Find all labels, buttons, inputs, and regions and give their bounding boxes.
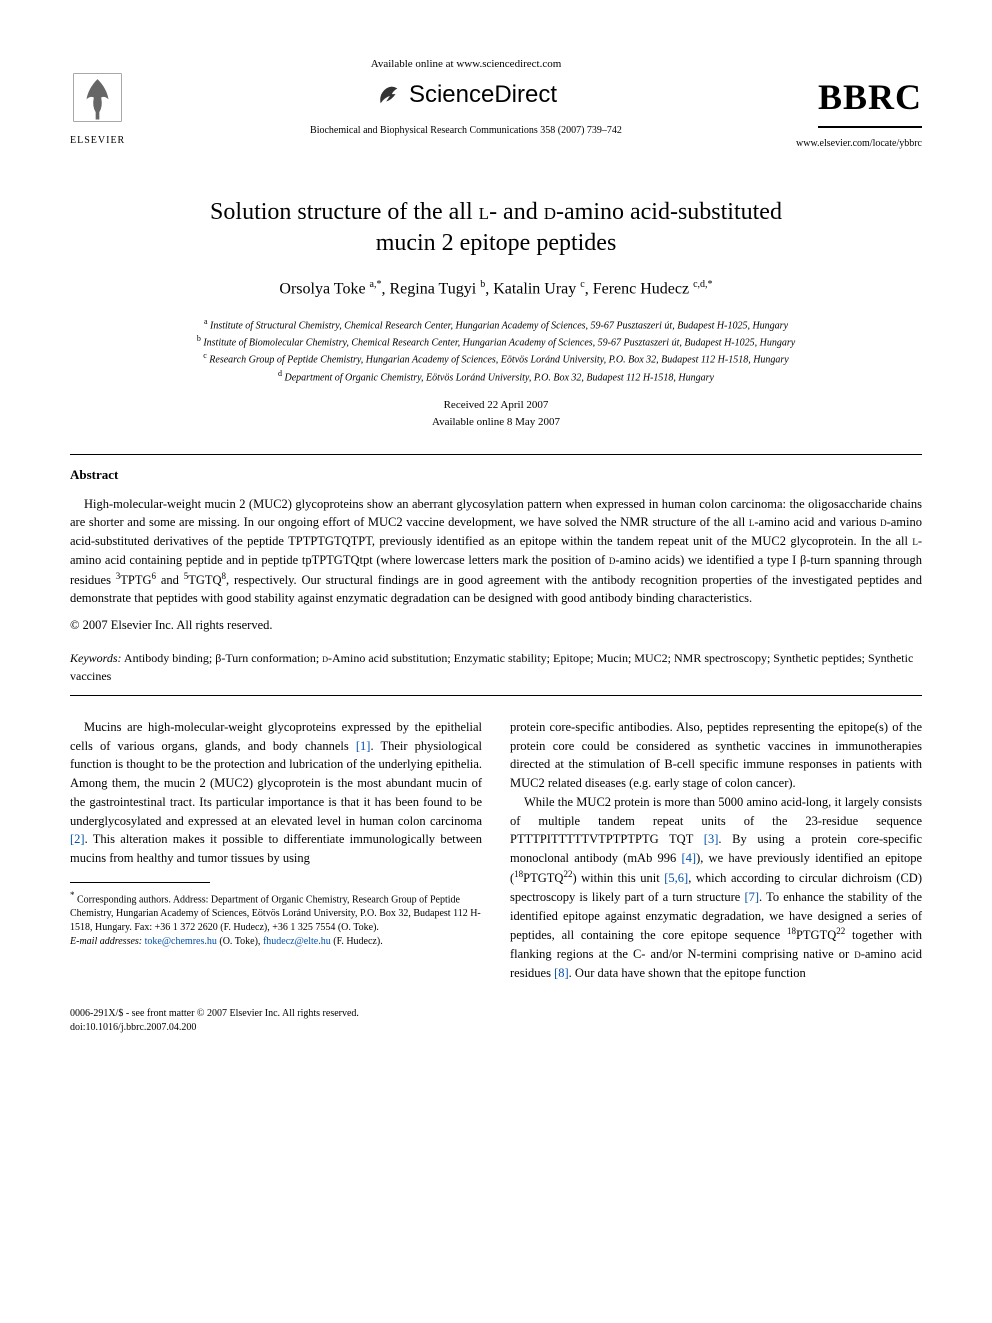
keywords: Keywords: Antibody binding; β-Turn confo… xyxy=(70,649,922,685)
elsevier-logo: ELSEVIER xyxy=(70,70,125,148)
rule-top xyxy=(70,454,922,455)
body-columns: Mucins are high-molecular-weight glycopr… xyxy=(70,718,922,983)
journal-citation: Biochemical and Biophysical Research Com… xyxy=(150,123,782,138)
author-2: Regina Tugyi xyxy=(390,281,477,298)
journal-url: www.elsevier.com/locate/ybbrc xyxy=(782,136,922,151)
publisher-logo-block: ELSEVIER xyxy=(70,50,150,148)
ref-7[interactable]: [7] xyxy=(744,890,759,904)
body-para-2: protein core-specific antibodies. Also, … xyxy=(510,718,922,793)
author-4: Ferenc Hudecz xyxy=(593,281,689,298)
elsevier-label: ELSEVIER xyxy=(70,133,125,148)
keywords-label: Keywords: xyxy=(70,651,122,665)
body-para-1: Mucins are high-molecular-weight glycopr… xyxy=(70,718,482,868)
online-date: Available online 8 May 2007 xyxy=(70,414,922,431)
rule-bottom xyxy=(70,695,922,696)
sciencedirect-icon xyxy=(375,81,403,109)
affiliation-b: b Institute of Biomolecular Chemistry, C… xyxy=(70,333,922,350)
sciencedirect-text: ScienceDirect xyxy=(409,77,557,113)
affiliation-a: a Institute of Structural Chemistry, Che… xyxy=(70,316,922,333)
footer-copyright: 0006-291X/$ - see front matter © 2007 El… xyxy=(70,1007,922,1021)
affiliations: a Institute of Structural Chemistry, Che… xyxy=(70,316,922,385)
elsevier-tree-icon xyxy=(70,70,125,125)
header-right: BBRC www.elsevier.com/locate/ybbrc xyxy=(782,50,922,151)
authors: Orsolya Toke a,*, Regina Tugyi b, Katali… xyxy=(70,277,922,301)
received-date: Received 22 April 2007 xyxy=(70,397,922,414)
bbrc-logo: BBRC xyxy=(818,70,922,128)
article-title: Solution structure of the all l- and d-a… xyxy=(70,197,922,259)
footnote-rule xyxy=(70,882,210,883)
column-right: protein core-specific antibodies. Also, … xyxy=(510,718,922,983)
affiliation-d: d Department of Organic Chemistry, Eötvö… xyxy=(70,368,922,385)
page-header: ELSEVIER Available online at www.science… xyxy=(70,50,922,151)
ref-2[interactable]: [2] xyxy=(70,832,85,846)
abstract-heading: Abstract xyxy=(70,465,922,485)
ref-56[interactable]: [5,6] xyxy=(664,871,688,885)
sciencedirect-logo: ScienceDirect xyxy=(150,77,782,113)
affiliation-c: c Research Group of Peptide Chemistry, H… xyxy=(70,350,922,367)
corresponding-footnote: * Corresponding authors. Address: Depart… xyxy=(70,889,482,935)
page-footer: 0006-291X/$ - see front matter © 2007 El… xyxy=(70,1007,922,1035)
ref-4[interactable]: [4] xyxy=(681,851,696,865)
available-online-text: Available online at www.sciencedirect.co… xyxy=(150,56,782,73)
ref-3[interactable]: [3] xyxy=(704,832,719,846)
ref-8[interactable]: [8] xyxy=(554,966,569,980)
abstract-text: High-molecular-weight mucin 2 (MUC2) gly… xyxy=(70,495,922,609)
email-link-1[interactable]: toke@chemres.hu xyxy=(145,936,217,947)
header-center: Available online at www.sciencedirect.co… xyxy=(150,50,782,138)
email-link-2[interactable]: fhudecz@elte.hu xyxy=(263,936,331,947)
author-3: Katalin Uray xyxy=(493,281,576,298)
publication-dates: Received 22 April 2007 Available online … xyxy=(70,397,922,430)
author-1: Orsolya Toke xyxy=(279,281,365,298)
body-para-3: While the MUC2 protein is more than 5000… xyxy=(510,793,922,983)
email-footnote: E-mail addresses: toke@chemres.hu (O. To… xyxy=(70,935,482,949)
column-left: Mucins are high-molecular-weight glycopr… xyxy=(70,718,482,983)
ref-1[interactable]: [1] xyxy=(356,739,371,753)
abstract-copyright: © 2007 Elsevier Inc. All rights reserved… xyxy=(70,616,922,635)
footer-doi: doi:10.1016/j.bbrc.2007.04.200 xyxy=(70,1021,922,1035)
